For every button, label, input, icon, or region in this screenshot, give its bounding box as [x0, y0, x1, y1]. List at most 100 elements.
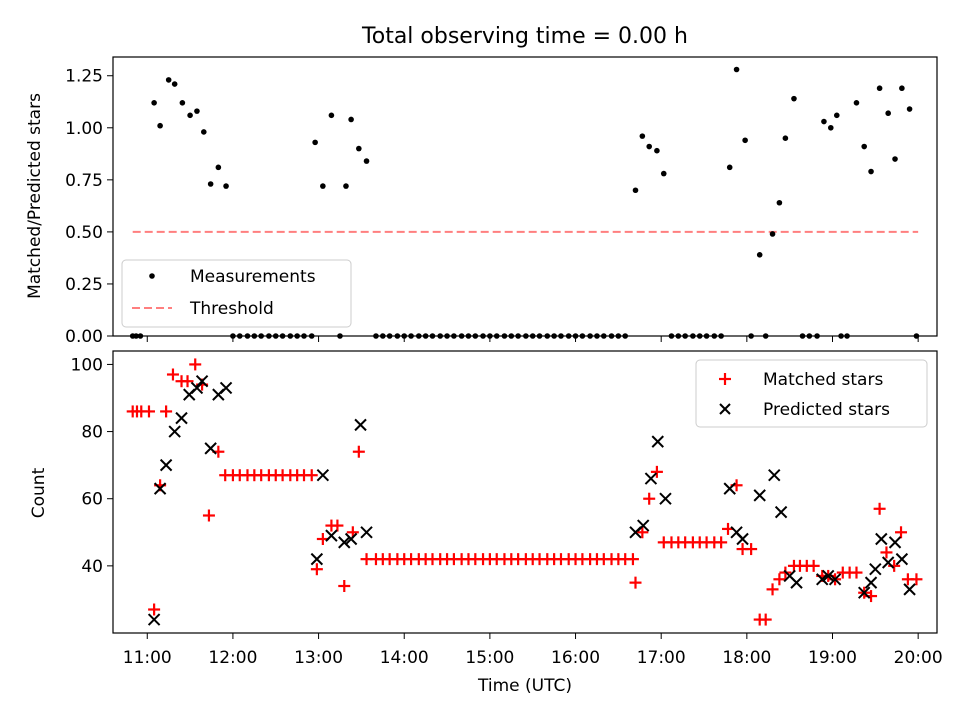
legend-marker-predicted [719, 403, 731, 415]
predicted-star-point [864, 576, 878, 589]
predicted-star-point [310, 552, 324, 566]
matched-star-point [766, 583, 779, 596]
matched-star-point [715, 536, 728, 549]
measurement-point [200, 129, 207, 135]
measurement-point [791, 95, 797, 102]
predicted-star-point [338, 536, 351, 549]
top-y-tick-label: 0.25 [65, 275, 103, 295]
x-tick-label: 11:00 [123, 648, 172, 668]
measurement-point [654, 147, 660, 154]
predicted-star-point [316, 469, 330, 482]
predicted-star-point [175, 411, 188, 425]
predicted-star-point [869, 563, 882, 576]
matched-star-point [181, 375, 194, 388]
predicted-star-point [857, 586, 871, 599]
top-y-tick-label: 1.25 [65, 67, 103, 87]
measurement-point [646, 143, 652, 150]
matched-star-point [305, 469, 318, 482]
predicted-star-point [168, 425, 181, 438]
matched-star-point [759, 613, 772, 626]
measurement-point [363, 158, 370, 164]
measurement-point [733, 66, 740, 73]
predicted-star-point [895, 552, 909, 566]
measurement-point [782, 135, 789, 142]
predicted-star-point [325, 529, 338, 542]
predicted-star-point [659, 492, 672, 505]
measurement-point [179, 100, 186, 106]
matched-star-point [895, 526, 908, 539]
bottom-legend: Matched stars Predicted stars [695, 359, 928, 428]
top-y-tick-label: 0.75 [65, 171, 103, 191]
measurement-point [833, 112, 840, 119]
predicted-star-point [790, 576, 803, 589]
measurement-point [320, 183, 326, 189]
measurement-point [223, 183, 229, 189]
measurement-point [171, 81, 178, 87]
matched-star-point [636, 526, 649, 539]
top-y-axis-label: Matched/Predicted stars [25, 93, 45, 299]
measurement-point [215, 164, 222, 171]
matched-star-point [202, 509, 215, 522]
predicted-star-point [644, 472, 658, 485]
measurement-point [356, 145, 362, 152]
x-tick-label: 14:00 [380, 648, 429, 668]
predicted-star-point [354, 418, 367, 432]
measurement-point [756, 251, 763, 258]
measurement-point [660, 170, 667, 177]
matched-star-point [650, 465, 663, 478]
matched-star-point [745, 543, 758, 556]
measurement-point [312, 139, 318, 146]
matched-star-point [148, 603, 161, 616]
measurement-point [899, 85, 905, 92]
measurement-point [207, 181, 214, 187]
measurement-point [906, 106, 913, 112]
measurement-point [151, 100, 157, 106]
matched-star-point [880, 546, 893, 559]
matched-star-point [142, 405, 155, 418]
measurement-point [892, 156, 898, 162]
predicted-star-point [360, 526, 373, 539]
matched-star-point [160, 405, 173, 418]
legend-label-matched: Matched stars [763, 370, 883, 390]
matched-star-point [850, 566, 863, 579]
predicted-star-point [753, 489, 766, 502]
x-axis-label: Time (UTC) [477, 676, 572, 696]
top-y-tick-label: 0.50 [65, 223, 103, 243]
top-y-tick-label: 0.00 [65, 327, 103, 347]
matched-star-point [807, 559, 820, 572]
top-axes: 0.00 0.25 0.50 0.75 1.00 1.25 Matched/Predict… [25, 56, 938, 347]
bottom-plot-marks [126, 358, 923, 626]
measurement-point [827, 124, 834, 131]
top-legend: Measurements Threshold [121, 259, 352, 328]
legend-label-measurements: Measurements [190, 267, 316, 287]
predicted-star-point [816, 573, 829, 586]
predicted-star-point [344, 532, 358, 546]
predicted-star-point [736, 532, 749, 546]
top-y-ticks: 0.00 0.25 0.50 0.75 1.00 1.25 [65, 67, 113, 347]
matched-star-point [643, 492, 656, 505]
matched-star-point [310, 563, 323, 576]
predicted-star-point [147, 613, 161, 626]
predicted-star-point [875, 532, 888, 546]
bottom-y-tick-label: 40 [81, 557, 103, 577]
predicted-star-point [723, 482, 736, 495]
measurement-point [821, 118, 827, 125]
legend-marker-measurements [149, 273, 155, 279]
x-tick-label: 12:00 [208, 648, 257, 668]
top-plot-marks [129, 66, 920, 339]
predicted-star-point [903, 583, 916, 596]
measurement-point [742, 137, 748, 144]
measurement-point [861, 143, 867, 150]
bottom-x-ticks: 11:00 12:00 13:00 14:00 15:00 16:00 17:00 18:00… [123, 633, 943, 668]
bottom-legend-box [695, 359, 928, 428]
bottom-y-tick-label: 100 [71, 355, 103, 375]
top-y-tick-label: 1.00 [65, 119, 103, 139]
measurement-point [868, 168, 874, 175]
predicted-star-point [159, 458, 173, 472]
matched-star-point [352, 445, 365, 458]
matched-star-point [773, 573, 786, 586]
matched-star-point [873, 502, 886, 515]
legend-label-threshold: Threshold [189, 299, 274, 319]
measurement-point [157, 122, 163, 129]
